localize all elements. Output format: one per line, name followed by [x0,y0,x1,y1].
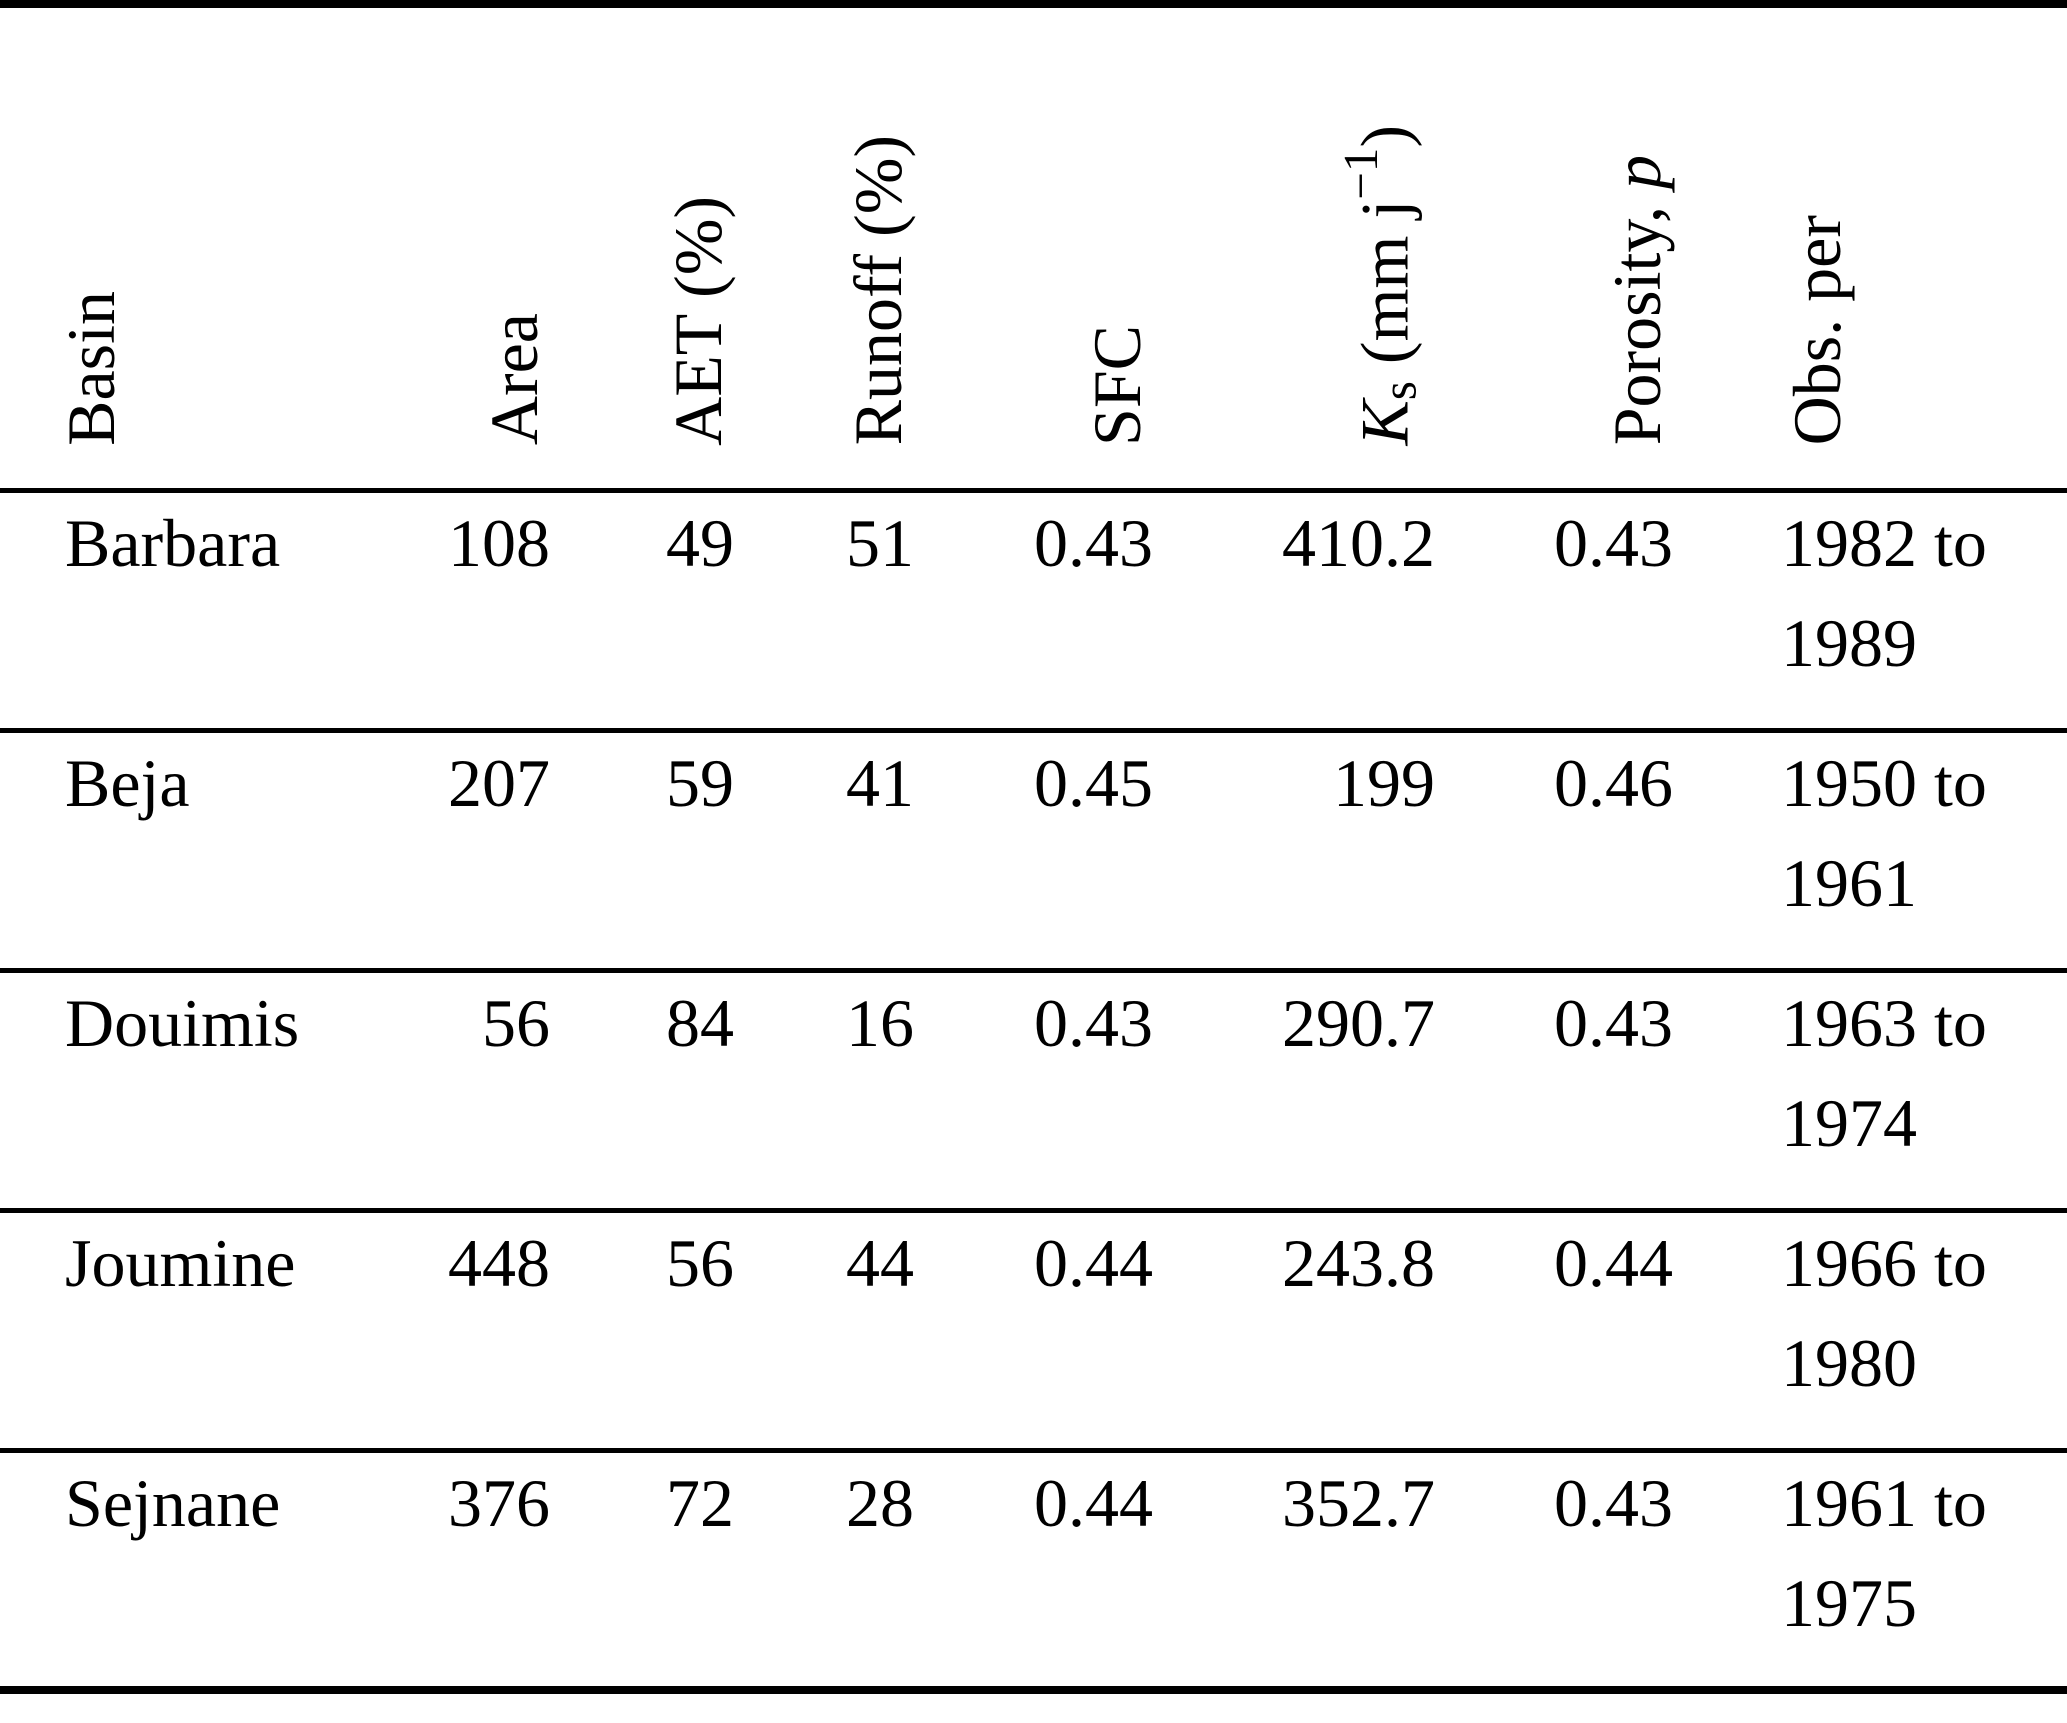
cell-porosity: 0.46 [1554,744,1673,821]
cell-obs-period: 1950 to 1961 [1781,744,1987,921]
header-cell-aet: AET (%) [550,4,736,490]
cell-area: 448 [448,1224,550,1301]
cell-sfc: 0.45 [1034,744,1153,821]
header-porosity-label: Porosity, p [1599,155,1675,446]
header-basin-label: Basin [53,290,129,446]
cell-ks: 199 [1333,744,1435,821]
header-cell-obs: Obs. per [1673,4,2067,490]
table-row: Joumine 448 56 44 0.44 243.8 0.44 1966 t… [0,1210,2067,1450]
cell-aet: 56 [666,1224,734,1301]
cell-sfc: 0.44 [1034,1224,1153,1301]
cell-ks: 410.2 [1282,504,1435,581]
cell-porosity: 0.43 [1554,1464,1673,1541]
cell-basin: Barbara [65,504,281,581]
cell-ks: 352.7 [1282,1464,1435,1541]
ks-symbol: K [1346,400,1423,446]
cell-obs-period: 1966 to 1980 [1781,1224,1987,1401]
ks-unit-close: ) [1346,125,1423,148]
table-row: Barbara 108 49 51 0.43 410.2 0.43 1982 t… [0,490,2067,730]
header-cell-porosity: Porosity, p [1435,4,1675,490]
cell-ks: 243.8 [1282,1224,1435,1301]
header-area-label: Area [476,313,552,446]
header-runoff-label: Runoff (%) [840,135,916,446]
cell-area: 376 [448,1464,550,1541]
header-aet-label: AET (%) [660,195,736,446]
cell-obs-period: 1982 to 1989 [1781,504,1987,681]
cell-porosity: 0.44 [1554,1224,1673,1301]
cell-basin: Joumine [65,1224,296,1301]
cell-aet: 84 [666,984,734,1061]
porosity-text: Porosity, [1599,189,1675,446]
cell-runoff: 28 [846,1464,914,1541]
table-row: Beja 207 59 41 0.45 199 0.46 1950 to 196… [0,730,2067,970]
header-cell-basin: Basin [0,4,430,490]
ks-superscript: −1 [1332,147,1388,200]
cell-basin: Beja [65,744,190,821]
cell-basin: Sejnane [65,1464,281,1541]
cell-ks: 290.7 [1282,984,1435,1061]
cell-runoff: 41 [846,744,914,821]
header-obs-label: Obs. per [1779,215,1855,446]
cell-area: 207 [448,744,550,821]
header-ks-label: Ks (mm j−1) [1325,125,1435,446]
cell-aet: 49 [666,504,734,581]
cell-obs-period: 1963 to 1974 [1781,984,1987,1161]
cell-obs-period: 1961 to 1975 [1781,1464,1987,1641]
table-row: Sejnane 376 72 28 0.44 352.7 0.43 1961 t… [0,1450,2067,1690]
ks-unit-open: (mm j [1346,199,1423,382]
header-cell-ks: Ks (mm j−1) [1153,4,1435,490]
ks-subscript: s [1371,381,1426,401]
cell-runoff: 16 [846,984,914,1061]
cell-basin: Douimis [65,984,300,1061]
table-row: Douimis 56 84 16 0.43 290.7 0.43 1963 to… [0,970,2067,1210]
header-cell-sfc: SFC [914,4,1155,490]
header-cell-runoff: Runoff (%) [734,4,916,490]
header-cell-area: Area [430,4,552,490]
cell-area: 56 [482,984,550,1061]
cell-sfc: 0.43 [1034,984,1153,1061]
cell-area: 108 [448,504,550,581]
cell-aet: 59 [666,744,734,821]
header-row: Basin Area AET (%) Runoff (%) SFC Ks (mm… [0,4,2067,490]
header-sfc-label: SFC [1079,324,1155,446]
porosity-symbol: p [1599,155,1675,190]
cell-sfc: 0.43 [1034,504,1153,581]
cell-runoff: 44 [846,1224,914,1301]
cell-sfc: 0.44 [1034,1464,1153,1541]
cell-porosity: 0.43 [1554,504,1673,581]
cell-porosity: 0.43 [1554,984,1673,1061]
cell-aet: 72 [666,1464,734,1541]
cell-runoff: 51 [846,504,914,581]
